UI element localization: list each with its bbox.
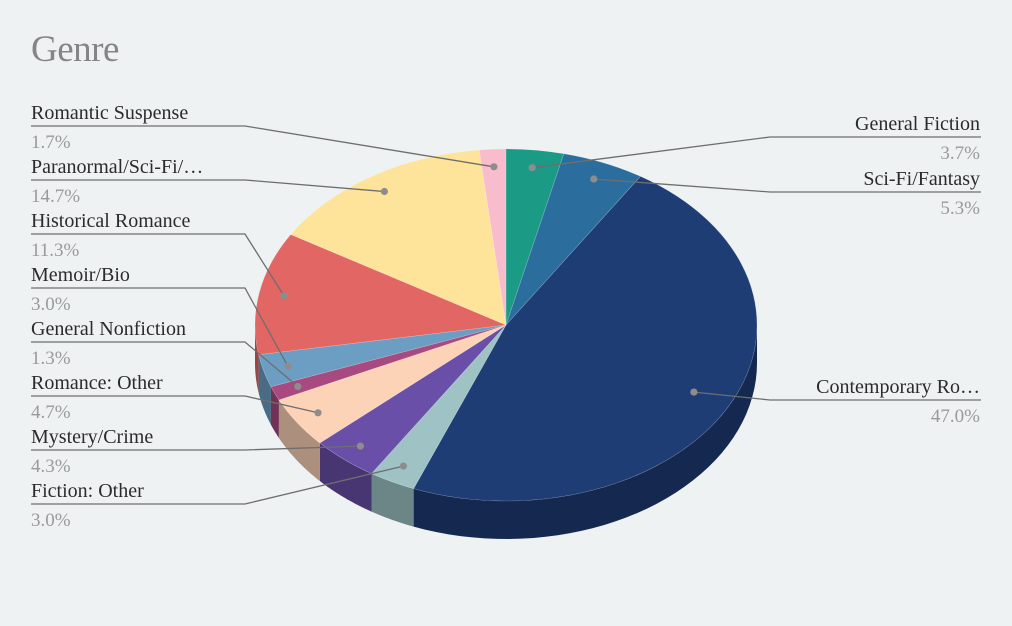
slice-percent-general-fiction: 3.7% xyxy=(940,143,980,164)
slice-label-general-fiction: General Fiction xyxy=(855,113,980,135)
pie-side-mystery-crime xyxy=(319,443,372,512)
pie-side-memoir-bio xyxy=(258,354,271,425)
pie-side-general-nonfiction xyxy=(270,386,279,438)
leader-line-sci-fi-fantasy xyxy=(593,178,981,193)
pie-slice-general-fiction[interactable] xyxy=(505,148,565,326)
leader-dot-mystery-crime xyxy=(356,442,364,450)
slice-percent-sci-fi-fantasy: 5.3% xyxy=(940,198,980,219)
pie-slice-sci-fi-fantasy[interactable] xyxy=(505,153,641,326)
pie-slice-romantic-suspense[interactable] xyxy=(478,148,507,326)
pie-side-walls xyxy=(255,325,757,539)
pie-side-contemporary-ro xyxy=(413,325,757,539)
slice-label-fiction-other: Fiction: Other xyxy=(31,480,144,502)
slice-percent-fiction-other: 3.0% xyxy=(31,510,71,531)
leader-dot-contemporary-ro xyxy=(690,388,698,396)
leader-line-historical-romance xyxy=(31,233,285,297)
slice-percent-romantic-suspense: 1.7% xyxy=(31,132,71,153)
slice-label-sci-fi-fantasy: Sci-Fi/Fantasy xyxy=(863,168,980,190)
pie-slice-contemporary-ro[interactable] xyxy=(413,176,758,502)
slice-label-general-nonfiction: General Nonfiction xyxy=(31,318,186,340)
slice-label-memoir-bio: Memoir/Bio xyxy=(31,264,130,286)
pie-slice-historical-romance[interactable] xyxy=(254,234,508,356)
leader-dot-romantic-suspense xyxy=(490,163,498,171)
pie-slice-general-nonfiction[interactable] xyxy=(270,324,507,401)
slice-percent-mystery-crime: 4.3% xyxy=(31,456,71,477)
slice-label-paranormal-sci-fi: Paranormal/Sci-Fi/… xyxy=(31,156,203,178)
leader-dot-fiction-other xyxy=(399,462,407,470)
leader-line-romantic-suspense xyxy=(31,125,495,168)
leader-line-mystery-crime xyxy=(31,445,361,451)
pie-side-fiction-other xyxy=(371,473,414,527)
leader-dot-paranormal-sci-fi xyxy=(380,187,388,196)
slice-percent-general-nonfiction: 1.3% xyxy=(31,348,71,369)
pie-slice-romance-other[interactable] xyxy=(278,324,507,444)
slice-percent-contemporary-ro: 47.0% xyxy=(931,406,980,427)
slice-percent-historical-romance: 11.3% xyxy=(31,240,80,261)
pie-labels: General Fiction 3.7% Sci-Fi/Fantasy 5.3% Con… xyxy=(31,102,981,531)
leader-line-contemporary-ro xyxy=(693,391,981,401)
slice-percent-romance-other: 4.7% xyxy=(31,402,71,423)
slice-label-contemporary-ro: Contemporary Ro… xyxy=(816,376,980,398)
leader-line-memoir-bio xyxy=(31,287,289,367)
pie-top-faces xyxy=(254,148,758,502)
pie-side-historical-romance xyxy=(255,325,259,393)
leader-dot-sci-fi-fantasy xyxy=(590,175,598,183)
leader-line-general-fiction xyxy=(532,136,981,169)
leader-line-paranormal-sci-fi xyxy=(31,179,385,193)
chart-title: Genre xyxy=(31,29,119,70)
slice-label-romantic-suspense: Romantic Suspense xyxy=(31,102,188,124)
pie-slice-memoir-bio[interactable] xyxy=(258,324,507,388)
leader-dot-historical-romance xyxy=(280,292,288,300)
pie-side-romance-other xyxy=(278,399,320,482)
slice-label-historical-romance: Historical Romance xyxy=(31,210,191,232)
leader-dot-general-nonfiction xyxy=(294,382,302,391)
leader-line-fiction-other xyxy=(31,465,404,505)
leader-dot-memoir-bio xyxy=(284,362,292,370)
slice-percent-memoir-bio: 3.0% xyxy=(31,294,71,315)
leader-line-romance-other xyxy=(31,395,319,414)
slice-percent-paranormal-sci-fi: 14.7% xyxy=(31,186,80,207)
pie-slice-paranormal-sci-fi[interactable] xyxy=(290,149,507,326)
leader-dot-general-fiction xyxy=(528,164,536,172)
leader-dot-romance-other xyxy=(314,409,322,417)
leader-line-general-nonfiction xyxy=(31,341,299,387)
slice-label-mystery-crime: Mystery/Crime xyxy=(31,426,153,448)
slice-label-romance-other: Romance: Other xyxy=(31,372,163,394)
